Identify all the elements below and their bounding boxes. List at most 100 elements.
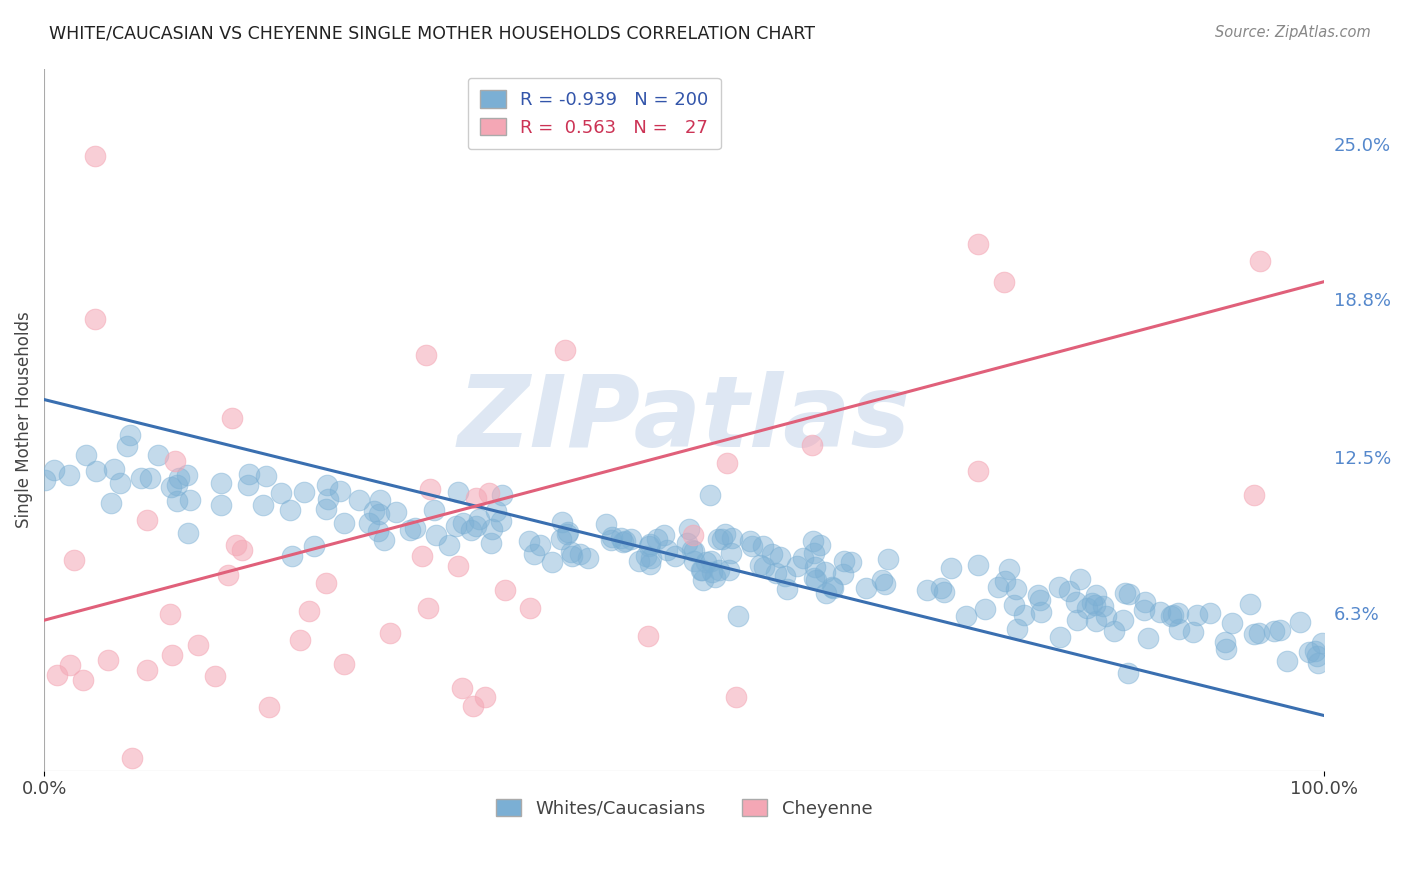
Point (187, 638, 209, 652)
Point (675, 536, 697, 550)
Point (813, 566, 835, 580)
Point (640, 551, 662, 566)
Point (967, 463, 990, 477)
Point (58, 467, 80, 482)
Y-axis label: Single Mother Households: Single Mother Households (15, 311, 32, 528)
Point (44, 463, 66, 477)
Point (561, 549, 583, 563)
Point (166, 494, 188, 508)
Point (1137, 631, 1160, 645)
Point (363, 504, 385, 518)
Point (302, 539, 325, 553)
Point (1243, 627, 1265, 641)
Point (1289, 615, 1312, 630)
Point (870, 573, 893, 587)
Point (451, 516, 474, 530)
Point (280, 549, 302, 563)
Point (678, 522, 700, 536)
Text: Source: ZipAtlas.com: Source: ZipAtlas.com (1215, 25, 1371, 40)
Point (804, 560, 827, 574)
Point (1076, 601, 1098, 615)
Point (1220, 615, 1243, 630)
Point (160, 480, 183, 494)
Point (700, 554, 723, 568)
Point (385, 505, 408, 519)
Point (425, 528, 447, 542)
Point (135, 513, 157, 527)
Text: WHITE/CAUCASIAN VS CHEYENNE SINGLE MOTHER HOUSEHOLDS CORRELATION CHART: WHITE/CAUCASIAN VS CHEYENNE SINGLE MOTHE… (49, 25, 815, 43)
Point (967, 237, 990, 252)
Point (1029, 592, 1052, 607)
Point (315, 575, 337, 590)
Point (110, 475, 132, 490)
Point (1047, 580, 1070, 594)
Point (752, 560, 775, 574)
Point (167, 471, 190, 485)
Point (131, 471, 153, 485)
Point (804, 573, 827, 587)
Point (703, 570, 725, 584)
Point (934, 585, 956, 599)
Point (75, 448, 97, 462)
Point (1161, 608, 1184, 623)
Point (786, 558, 808, 573)
Point (554, 343, 576, 358)
Point (221, 410, 243, 425)
Point (998, 562, 1021, 576)
Point (238, 467, 260, 481)
Point (329, 484, 352, 499)
Point (1215, 641, 1237, 656)
Point (765, 566, 787, 580)
Point (491, 488, 513, 502)
Point (1084, 588, 1107, 602)
Point (551, 515, 574, 529)
Point (1303, 644, 1326, 658)
Point (707, 532, 730, 546)
Point (740, 533, 762, 548)
Point (1066, 613, 1088, 627)
Point (121, 751, 143, 765)
Point (225, 538, 247, 552)
Point (695, 555, 717, 569)
Point (560, 545, 582, 559)
Point (474, 690, 496, 705)
Point (769, 550, 792, 565)
Point (1310, 636, 1333, 650)
Point (718, 563, 741, 577)
Point (1084, 599, 1107, 613)
Point (1111, 613, 1133, 627)
Point (613, 534, 636, 549)
Point (465, 491, 488, 505)
Point (1168, 622, 1191, 636)
Point (776, 582, 799, 596)
Point (721, 532, 744, 546)
Point (451, 681, 474, 695)
Point (873, 576, 896, 591)
Point (523, 547, 546, 561)
Point (437, 538, 460, 552)
Point (481, 522, 503, 536)
Point (974, 602, 997, 616)
Point (1298, 645, 1320, 659)
Point (97, 653, 120, 667)
Point (655, 543, 678, 558)
Point (460, 523, 482, 537)
Point (444, 518, 467, 533)
Point (915, 583, 938, 598)
Point (1133, 595, 1156, 609)
Point (724, 690, 747, 704)
Point (855, 581, 877, 595)
Point (209, 476, 232, 491)
Point (84, 312, 107, 326)
Point (568, 547, 591, 561)
Point (1213, 635, 1236, 649)
Point (600, 531, 623, 545)
Point (254, 469, 277, 483)
Point (628, 554, 651, 568)
Point (557, 524, 579, 539)
Point (1114, 585, 1136, 599)
Point (636, 549, 658, 563)
Point (485, 503, 508, 517)
Point (316, 492, 339, 507)
Point (465, 518, 488, 533)
